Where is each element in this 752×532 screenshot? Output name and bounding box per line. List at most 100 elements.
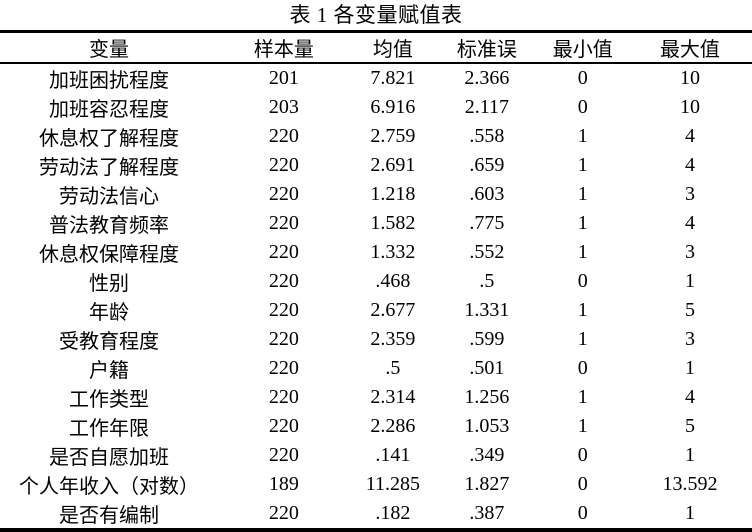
min-cell: 1	[577, 125, 588, 147]
sample-size-cell: 220	[268, 357, 299, 379]
max-cell: 1	[684, 502, 695, 524]
column-header-min: 最小值	[537, 31, 628, 64]
sample-size-cell: 220	[268, 386, 299, 408]
variable-name-cell: 加班容忍程度	[49, 99, 170, 121]
min-cell: 0	[577, 502, 588, 524]
column-header-max: 最大值	[627, 31, 752, 64]
mean-cell: .141	[375, 444, 411, 466]
mean-cell: 1.332	[370, 241, 416, 263]
table-title: 表 1 各变量赋值表	[289, 3, 463, 27]
variable-name-cell: 加班困扰程度	[49, 70, 170, 92]
std-error-cell: .599	[469, 328, 505, 350]
mean-cell: 2.359	[370, 328, 416, 350]
sample-size-cell: 220	[268, 183, 299, 205]
mean-cell: 2.691	[370, 154, 416, 176]
table-header-row: 变量 样本量 均值 标准误 最小值 最大值	[0, 31, 752, 64]
variable-assignment-table: 变量 样本量 均值 标准误 最小值 最大值 加班困扰程度 201 7.821 2.36…	[0, 30, 752, 532]
max-cell: 4	[684, 386, 695, 408]
sample-size-cell: 220	[268, 328, 299, 350]
table-row: 受教育程度 220 2.359 .599 1 3	[0, 325, 752, 354]
mean-cell: 11.285	[365, 473, 421, 495]
min-cell: 0	[577, 67, 588, 89]
sample-size-cell: 220	[268, 444, 299, 466]
max-cell: 10	[679, 67, 700, 89]
min-cell: 1	[577, 212, 588, 234]
min-cell: 1	[577, 299, 588, 321]
table-row: 加班容忍程度 203 6.916 2.117 0 10	[0, 93, 752, 122]
variable-name-cell: 受教育程度	[59, 331, 160, 353]
sample-size-cell: 220	[268, 241, 299, 263]
table-row: 劳动法了解程度 220 2.691 .659 1 4	[0, 151, 752, 180]
std-error-cell: .349	[469, 444, 505, 466]
max-cell: 1	[684, 270, 695, 292]
variable-name-cell: 性别	[89, 273, 130, 295]
table-row: 工作年限 220 2.286 1.053 1 5	[0, 412, 752, 441]
min-cell: 1	[577, 415, 588, 437]
min-cell: 1	[577, 241, 588, 263]
min-cell: 0	[577, 444, 588, 466]
table-body: 加班困扰程度 201 7.821 2.366 0 10 加班容忍程度 203 6.916 2.11…	[0, 63, 752, 530]
std-error-cell: .775	[469, 212, 505, 234]
mean-cell: 2.759	[370, 125, 416, 147]
std-error-cell: .5	[479, 270, 495, 292]
table-row: 是否有编制 220 .182 .387 0 1	[0, 499, 752, 530]
max-cell: 1	[684, 444, 695, 466]
mean-cell: 7.821	[370, 67, 416, 89]
max-cell: 13.592	[662, 473, 718, 495]
sample-size-cell: 220	[268, 154, 299, 176]
min-cell: 0	[577, 96, 588, 118]
min-cell: 1	[577, 183, 588, 205]
table-row: 性别 220 .468 .5 0 1	[0, 267, 752, 296]
std-error-cell: .659	[469, 154, 505, 176]
table-row: 工作类型 220 2.314 1.256 1 4	[0, 383, 752, 412]
column-header-sample-size: 样本量	[218, 31, 350, 64]
table-row: 劳动法信心 220 1.218 .603 1 3	[0, 180, 752, 209]
max-cell: 5	[684, 415, 695, 437]
std-error-cell: .552	[469, 241, 505, 263]
table-row: 普法教育频率 220 1.582 .775 1 4	[0, 209, 752, 238]
variable-name-cell: 是否有编制	[59, 505, 160, 527]
max-cell: 3	[684, 183, 695, 205]
variable-name-cell: 是否自愿加班	[49, 447, 170, 469]
std-error-cell: .387	[469, 502, 505, 524]
min-cell: 1	[577, 386, 588, 408]
column-header-variable: 变量	[0, 31, 219, 64]
mean-cell: .468	[375, 270, 411, 292]
table-row: 是否自愿加班 220 .141 .349 0 1	[0, 441, 752, 470]
variable-name-cell: 户籍	[89, 360, 130, 382]
max-cell: 1	[684, 357, 695, 379]
max-cell: 5	[684, 299, 695, 321]
column-header-std-error: 标准误	[436, 31, 538, 64]
mean-cell: .5	[385, 357, 401, 379]
std-error-cell: 1.256	[464, 386, 510, 408]
table-row: 个人年收入（对数） 189 11.285 1.827 0 13.592	[0, 470, 752, 499]
max-cell: 10	[679, 96, 700, 118]
variable-name-cell: 休息权了解程度	[39, 128, 180, 150]
table-row: 年龄 220 2.677 1.331 1 5	[0, 296, 752, 325]
variable-name-cell: 劳动法信心	[59, 186, 160, 208]
min-cell: 0	[577, 473, 588, 495]
sample-size-cell: 220	[268, 270, 299, 292]
variable-name-cell: 劳动法了解程度	[39, 157, 180, 179]
column-header-mean: 均值	[349, 31, 437, 64]
sample-size-cell: 220	[268, 299, 299, 321]
mean-cell: 1.582	[370, 212, 416, 234]
mean-cell: 2.677	[370, 299, 416, 321]
std-error-cell: 2.366	[464, 67, 510, 89]
mean-cell: 2.314	[370, 386, 416, 408]
std-error-cell: .603	[469, 183, 505, 205]
sample-size-cell: 189	[268, 473, 299, 495]
variable-name-cell: 普法教育频率	[49, 215, 170, 237]
std-error-cell: 1.827	[464, 473, 510, 495]
max-cell: 3	[684, 328, 695, 350]
max-cell: 4	[684, 212, 695, 234]
sample-size-cell: 220	[268, 212, 299, 234]
std-error-cell: .501	[469, 357, 505, 379]
mean-cell: 2.286	[370, 415, 416, 437]
sample-size-cell: 220	[268, 415, 299, 437]
std-error-cell: .558	[469, 125, 505, 147]
mean-cell: 1.218	[370, 183, 416, 205]
std-error-cell: 1.331	[464, 299, 510, 321]
max-cell: 3	[684, 241, 695, 263]
min-cell: 1	[577, 328, 588, 350]
